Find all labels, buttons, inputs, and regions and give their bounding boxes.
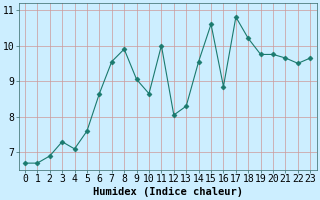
X-axis label: Humidex (Indice chaleur): Humidex (Indice chaleur)	[92, 187, 243, 197]
